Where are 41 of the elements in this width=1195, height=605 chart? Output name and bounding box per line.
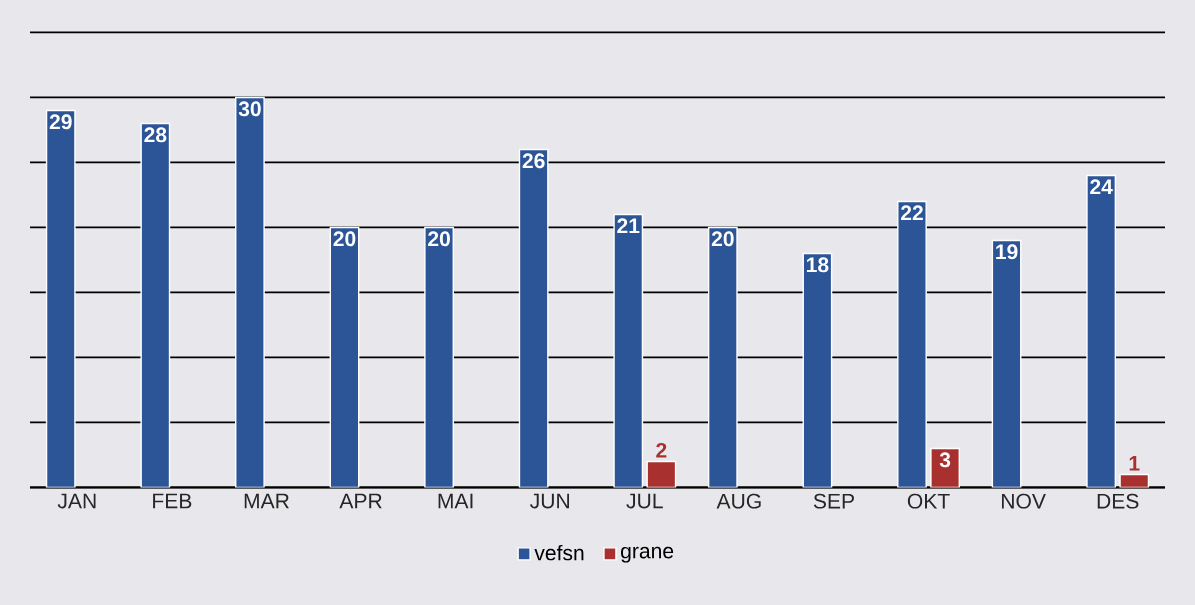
x-tick-label: OKT — [907, 493, 950, 509]
bar — [45, 109, 76, 488]
x-tick-label: JUL — [626, 493, 663, 509]
data-label: 21 — [617, 218, 640, 234]
data-label: 19 — [996, 244, 1018, 260]
data-label: 1 — [1129, 456, 1140, 471]
data-label: 20 — [711, 231, 734, 247]
x-tick-label: FEB — [153, 493, 192, 509]
bar — [1086, 174, 1117, 488]
bar — [646, 460, 677, 488]
x-tick-label: APR — [339, 493, 382, 509]
data-label: 29 — [49, 114, 72, 130]
x-tick-label: SEP — [813, 493, 854, 509]
bar — [140, 122, 171, 488]
x-tick-label: DES — [1097, 493, 1139, 509]
x-tick-label: MAI — [438, 493, 473, 509]
data-label: 18 — [807, 257, 829, 273]
data-label: 24 — [1090, 179, 1113, 195]
x-tick-label: AUG — [716, 493, 761, 509]
bar — [613, 213, 644, 488]
x-tick-label: NOV — [1002, 493, 1046, 509]
data-label: 3 — [939, 452, 951, 468]
data-label: 30 — [238, 101, 261, 117]
x-tick-label: JAN — [57, 493, 96, 509]
data-label: 20 — [428, 231, 450, 247]
data-label: 2 — [656, 442, 667, 458]
bar — [424, 226, 454, 488]
bar — [235, 96, 265, 488]
bar — [518, 148, 549, 488]
bar — [991, 239, 1022, 488]
bar — [329, 226, 360, 488]
legend-label: grane — [621, 546, 674, 563]
x-tick-label: MAR — [244, 493, 289, 509]
data-label: 20 — [333, 231, 356, 247]
x-tick-label: JUN — [530, 493, 569, 509]
legend-label: vefsn — [534, 544, 584, 561]
data-label: 28 — [144, 127, 167, 143]
data-label: 22 — [901, 205, 923, 221]
bar — [707, 226, 738, 488]
data-label: 26 — [522, 153, 545, 169]
bar — [802, 252, 833, 488]
